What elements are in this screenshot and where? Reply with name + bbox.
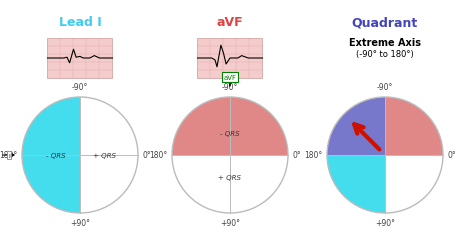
Text: + QRS: + QRS	[93, 152, 116, 158]
Text: aVF: aVF	[217, 16, 243, 29]
Text: +90°: +90°	[70, 218, 90, 227]
Bar	[47, 39, 112, 79]
Text: Extreme Axis: Extreme Axis	[349, 38, 421, 48]
Text: +90°: +90°	[220, 218, 240, 227]
Text: 0°: 0°	[293, 151, 302, 160]
Text: Lead I: Lead I	[59, 16, 101, 29]
Wedge shape	[327, 156, 385, 213]
Text: +90°: +90°	[375, 218, 395, 227]
Text: -90°: -90°	[222, 83, 238, 92]
Bar	[198, 39, 263, 79]
Text: -90°: -90°	[72, 83, 88, 92]
Text: + QRS: + QRS	[219, 174, 241, 180]
Wedge shape	[327, 98, 385, 156]
Text: 180°: 180°	[149, 151, 167, 160]
Text: Quadrant: Quadrant	[352, 16, 418, 29]
Wedge shape	[22, 98, 80, 213]
Text: I: I	[8, 153, 10, 158]
Wedge shape	[172, 98, 288, 156]
Text: 0°: 0°	[448, 151, 457, 160]
Text: - QRS: - QRS	[46, 152, 65, 158]
Text: -90°: -90°	[377, 83, 393, 92]
Text: aVF: aVF	[224, 75, 237, 81]
Text: - QRS: - QRS	[220, 130, 240, 136]
Text: 180°: 180°	[304, 151, 322, 160]
Wedge shape	[385, 98, 443, 156]
Text: (-90° to 180°): (-90° to 180°)	[356, 50, 414, 59]
Text: 0°: 0°	[143, 151, 152, 160]
Text: 180°: 180°	[0, 151, 17, 160]
